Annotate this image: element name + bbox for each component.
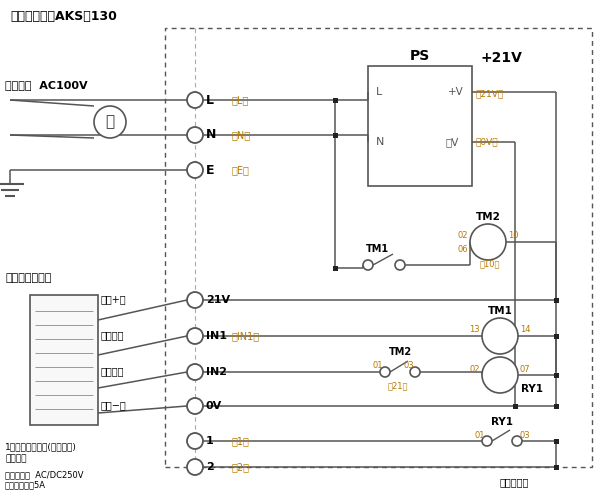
Text: +V: +V <box>448 87 464 97</box>
Text: IN1: IN1 <box>206 331 227 341</box>
Bar <box>554 372 558 377</box>
Text: －V: －V <box>446 137 459 147</box>
Text: （21）: （21） <box>388 381 408 390</box>
Text: N: N <box>376 137 385 147</box>
Circle shape <box>187 398 203 414</box>
Circle shape <box>380 367 390 377</box>
Text: 最大電圧  AC/DC250V: 最大電圧 AC/DC250V <box>5 471 84 480</box>
Text: 21V: 21V <box>206 295 230 305</box>
Text: （1）: （1） <box>232 436 250 446</box>
Text: IN2: IN2 <box>206 367 227 377</box>
Text: 03: 03 <box>520 431 531 439</box>
Circle shape <box>187 433 203 449</box>
Text: 黒（−）: 黒（−） <box>101 400 127 410</box>
Circle shape <box>482 436 492 446</box>
Circle shape <box>482 357 518 393</box>
Bar <box>332 98 338 103</box>
Text: 02: 02 <box>469 366 480 374</box>
Bar <box>554 464 558 470</box>
Bar <box>30 295 98 425</box>
Text: E: E <box>206 164 215 177</box>
Text: 最大電流　5A: 最大電流 5A <box>5 481 46 490</box>
Text: 14: 14 <box>520 325 531 334</box>
Circle shape <box>187 292 203 308</box>
Text: （0V）: （0V） <box>475 137 498 146</box>
Text: 03: 03 <box>403 362 413 371</box>
Circle shape <box>187 459 203 475</box>
Text: 白（雪）: 白（雪） <box>101 330 124 340</box>
Text: RY1: RY1 <box>491 417 513 427</box>
Text: 01: 01 <box>373 362 383 371</box>
Circle shape <box>187 328 203 344</box>
Text: RY1: RY1 <box>521 384 543 394</box>
Text: （21V）: （21V） <box>475 89 503 99</box>
Text: 06: 06 <box>457 246 468 254</box>
Text: 1ショット雪出力(接点出力): 1ショット雪出力(接点出力) <box>5 442 77 451</box>
Text: 02: 02 <box>457 232 468 241</box>
Text: 赤（+）: 赤（+） <box>101 294 127 304</box>
Circle shape <box>187 127 203 143</box>
Text: 制御出力: 制御出力 <box>5 454 26 463</box>
Text: TM2: TM2 <box>388 347 412 357</box>
Circle shape <box>187 162 203 178</box>
Text: ～: ～ <box>105 115 115 129</box>
Text: +21V: +21V <box>480 51 522 65</box>
Text: TM2: TM2 <box>475 212 501 222</box>
Text: （IN1）: （IN1） <box>232 331 260 341</box>
Text: （E）: （E） <box>232 165 250 175</box>
Text: 雪センサー入力: 雪センサー入力 <box>5 273 51 283</box>
Text: 雪センサー：AKS－130: 雪センサー：AKS－130 <box>10 9 117 22</box>
Bar <box>165 28 592 467</box>
Circle shape <box>470 224 506 260</box>
Bar <box>554 333 558 338</box>
Circle shape <box>410 367 420 377</box>
Circle shape <box>187 364 203 380</box>
Bar <box>554 298 558 303</box>
Text: （N）: （N） <box>232 130 251 140</box>
Text: TM1: TM1 <box>366 244 389 254</box>
Bar <box>554 404 558 409</box>
Text: （L）: （L） <box>232 95 249 105</box>
Circle shape <box>363 260 373 270</box>
Text: 2: 2 <box>206 462 214 472</box>
Text: （2）: （2） <box>232 462 250 472</box>
Text: （）は線番: （）は線番 <box>500 477 529 487</box>
Text: 0V: 0V <box>206 401 222 411</box>
Text: 13: 13 <box>469 325 480 334</box>
Circle shape <box>187 92 203 108</box>
Text: （10）: （10） <box>480 259 501 268</box>
Bar <box>368 66 472 186</box>
Circle shape <box>94 106 126 138</box>
Text: 10: 10 <box>508 232 519 241</box>
Bar <box>332 132 338 137</box>
Text: TM1: TM1 <box>487 306 513 316</box>
Text: L: L <box>206 94 214 107</box>
Bar <box>332 265 338 270</box>
Text: 01: 01 <box>475 431 485 439</box>
Text: L: L <box>376 87 382 97</box>
Bar <box>513 404 517 409</box>
Text: 緑（雨）: 緑（雨） <box>101 366 124 376</box>
Circle shape <box>512 436 522 446</box>
Text: PS: PS <box>410 49 430 63</box>
Text: 07: 07 <box>520 366 531 374</box>
Text: N: N <box>206 128 216 141</box>
Bar <box>554 438 558 443</box>
Text: 電源入力  AC100V: 電源入力 AC100V <box>5 80 88 90</box>
Text: 1: 1 <box>206 436 214 446</box>
Circle shape <box>395 260 405 270</box>
Circle shape <box>482 318 518 354</box>
